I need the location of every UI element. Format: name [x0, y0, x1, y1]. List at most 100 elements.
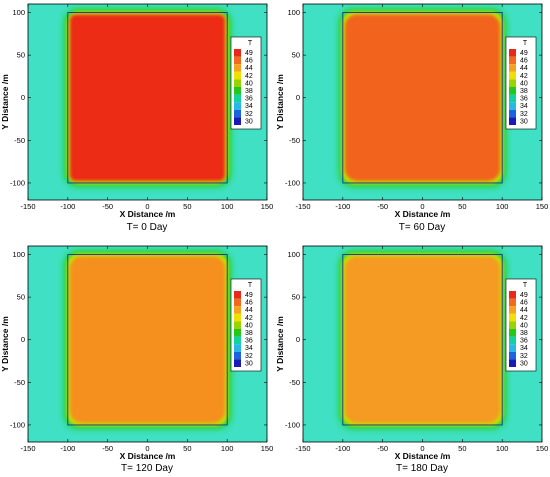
x-tick-label: -150: [20, 202, 35, 211]
legend-swatch: [509, 291, 516, 299]
legend-label: 44: [245, 65, 253, 72]
legend-label: 32: [245, 111, 253, 118]
legend-swatch: [234, 56, 241, 65]
legend-label: 32: [520, 111, 528, 118]
legend-swatch: [234, 64, 241, 72]
legend-swatch: [509, 351, 516, 360]
x-tick-label: 0: [420, 444, 424, 453]
caption-day-180: T= 180 Day: [396, 463, 448, 474]
legend-label: 42: [245, 73, 253, 80]
legend-title: T: [248, 40, 253, 47]
legend-label: 40: [245, 322, 253, 329]
x-tick-label: -50: [377, 202, 388, 211]
y-tick-label: -100: [10, 178, 25, 187]
y-tick-label: -100: [285, 178, 300, 187]
legend-label: 36: [520, 338, 528, 345]
legend-label: 30: [245, 360, 253, 367]
legend-swatch: [509, 321, 516, 329]
legend-swatch: [234, 94, 241, 103]
heatmap-chart: -150 -100 -50 0 50 100 150 -100 -50 0 50 100 X Dista…: [0, 3, 274, 219]
legend-label: 38: [520, 330, 528, 337]
legend-label: 46: [245, 300, 253, 307]
legend-label: 44: [245, 307, 253, 314]
heatmap-field: [338, 250, 507, 429]
heatmap-panel-day-0: -150 -100 -50 0 50 100 150 -100 -50 0 50 100 X Dista…: [0, 0, 275, 225]
legend-swatch: [509, 306, 516, 314]
legend-label: 38: [245, 330, 253, 337]
heatmap-panel-day-180: -150 -100 -50 0 50 100 150 -100 -50 0 50 100 X Dista…: [275, 242, 550, 467]
legend-swatch: [234, 291, 241, 299]
y-tick-label: 0: [296, 335, 300, 344]
x-axis-label: X Distance /m: [120, 209, 176, 219]
x-tick-label: 100: [221, 444, 234, 453]
legend-swatch: [509, 359, 516, 367]
legend-label: 42: [520, 73, 528, 80]
y-tick-label: 0: [21, 93, 25, 102]
y-axis-label: Y Distance /m: [275, 74, 285, 130]
legend-swatch: [509, 87, 516, 95]
y-axis-label: Y Distance /m: [275, 316, 285, 372]
y-tick-label: -100: [285, 420, 300, 429]
legend-swatch: [509, 49, 516, 57]
legend-label: 38: [520, 88, 528, 95]
x-tick-label: -150: [20, 444, 35, 453]
x-tick-label: -150: [295, 444, 310, 453]
y-tick-label: 50: [292, 293, 300, 302]
x-tick-label: -100: [60, 444, 75, 453]
x-tick-label: 150: [261, 202, 274, 211]
legend-label: 49: [245, 292, 253, 299]
heatmap-field: [338, 8, 507, 187]
x-tick-label: -150: [295, 202, 310, 211]
legend-label: 36: [245, 96, 253, 103]
x-tick-label: 0: [145, 202, 149, 211]
legend-swatch: [234, 351, 241, 360]
x-tick-label: -100: [335, 202, 350, 211]
heatmap-field: [63, 250, 232, 429]
legend-swatch: [509, 298, 516, 307]
legend-label: 44: [520, 65, 528, 72]
heatmap-field: [63, 8, 232, 187]
y-tick-label: -50: [14, 378, 25, 387]
legend-label: 46: [520, 58, 528, 65]
legend-title: T: [523, 282, 528, 289]
legend-swatch: [509, 102, 516, 110]
caption-day-120: T= 120 Day: [121, 463, 173, 474]
heatmap-chart: -150 -100 -50 0 50 100 150 -100 -50 0 50 100 X Dista…: [275, 3, 548, 219]
legend-label: 30: [520, 360, 528, 367]
legend-label: 40: [245, 80, 253, 87]
x-axis-label: X Distance /m: [120, 451, 176, 461]
legend-swatch: [509, 117, 516, 125]
temperature-core: [348, 18, 497, 177]
legend-title: T: [248, 282, 253, 289]
x-tick-label: -50: [102, 444, 113, 453]
y-tick-label: -50: [14, 136, 25, 145]
legend-swatch: [509, 109, 516, 118]
heatmap-chart: -150 -100 -50 0 50 100 150 -100 -50 0 50 100 X Dista…: [275, 245, 548, 461]
x-axis-label: X Distance /m: [395, 451, 451, 461]
legend-label: 38: [245, 88, 253, 95]
legend-label: 34: [245, 345, 253, 352]
y-tick-label: -50: [289, 136, 300, 145]
x-tick-label: 50: [183, 444, 191, 453]
legend-label: 49: [520, 50, 528, 57]
legend-label: 49: [520, 292, 528, 299]
y-tick-label: 50: [17, 51, 25, 60]
legend-swatch: [234, 321, 241, 329]
legend-swatch: [234, 306, 241, 314]
legend-swatch: [234, 87, 241, 95]
legend-label: 44: [520, 307, 528, 314]
x-axis-label: X Distance /m: [395, 209, 451, 219]
legend-label: 40: [520, 80, 528, 87]
y-tick-label: -100: [10, 420, 25, 429]
legend-swatch: [234, 329, 241, 337]
legend-label: 40: [520, 322, 528, 329]
y-tick-label: 100: [287, 250, 300, 259]
legend-label: 34: [520, 345, 528, 352]
legend-label: 32: [245, 353, 253, 360]
y-tick-label: -50: [289, 378, 300, 387]
y-tick-label: 100: [12, 250, 25, 259]
legend-swatch: [509, 56, 516, 65]
x-tick-label: -100: [335, 444, 350, 453]
